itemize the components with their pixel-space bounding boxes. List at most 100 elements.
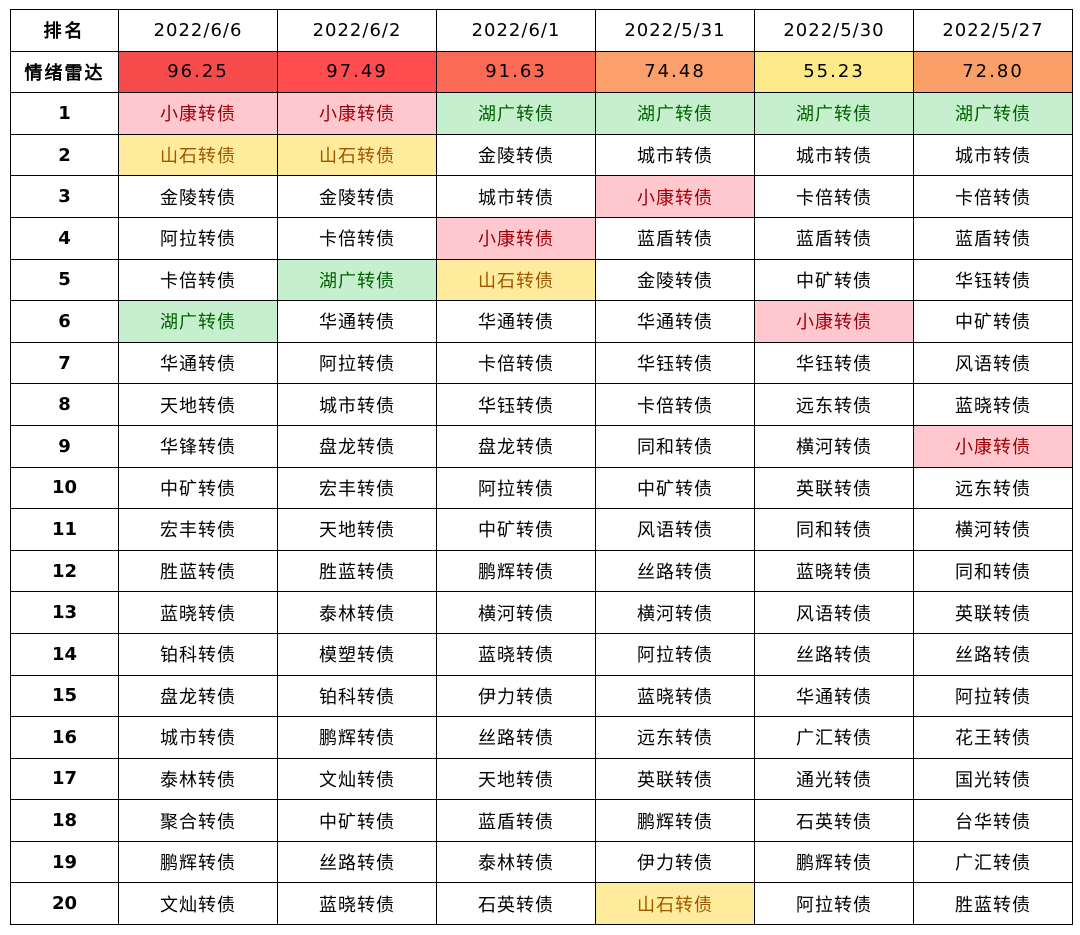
bond-cell: 模塑转债 [277, 632, 437, 676]
bond-cell: 城市转债 [118, 716, 278, 759]
table-row: 8 天地转债 城市转债 华钰转债 卡倍转债 远东转债 蓝晓转债 [10, 383, 1073, 426]
date-header: 2022/5/27 [913, 9, 1073, 52]
bond-cell: 华通转债 [118, 341, 278, 385]
bond-cell: 丝路转债 [436, 716, 596, 759]
bond-cell: 蓝晓转债 [913, 383, 1073, 426]
bond-cell: 华钰转债 [913, 258, 1073, 302]
rank-number: 8 [10, 383, 119, 426]
bond-cell: 宏丰转债 [277, 466, 437, 510]
bond-cell: 横河转债 [436, 591, 596, 634]
table-row: 10 中矿转债 宏丰转债 阿拉转债 中矿转债 英联转债 远东转债 [10, 466, 1073, 510]
bond-cell: 蓝晓转债 [277, 882, 437, 926]
bond-cell: 天地转债 [436, 757, 596, 801]
header-row: 排名 2022/6/6 2022/6/2 2022/6/1 2022/5/31 … [10, 9, 1073, 52]
rank-number: 13 [10, 591, 119, 634]
bond-cell: 蓝晓转债 [436, 632, 596, 676]
bond-ranking-table: 排名 2022/6/6 2022/6/2 2022/6/1 2022/5/31 … [10, 9, 1073, 926]
bond-cell: 广汇转债 [754, 716, 914, 759]
rank-number: 17 [10, 757, 119, 801]
rank-number: 9 [10, 424, 119, 468]
table-row: 3 金陵转债 金陵转债 城市转债 小康转债 卡倍转债 卡倍转债 [10, 175, 1073, 218]
bond-cell: 城市转债 [754, 133, 914, 177]
bond-cell: 湖广转债 [595, 92, 755, 135]
bond-cell: 城市转债 [913, 133, 1073, 177]
bond-cell: 金陵转债 [595, 258, 755, 302]
bond-cell: 蓝盾转债 [595, 216, 755, 260]
sentiment-label: 情绪雷达 [10, 50, 119, 94]
bond-cell: 金陵转债 [118, 175, 278, 218]
bond-cell: 铂科转债 [277, 674, 437, 718]
rank-number: 12 [10, 549, 119, 593]
bond-cell: 小康转债 [595, 175, 755, 218]
bond-cell: 远东转债 [913, 466, 1073, 510]
bond-cell: 英联转债 [754, 466, 914, 510]
table-row: 18 聚合转债 中矿转债 蓝盾转债 鹏辉转债 石英转债 台华转债 [10, 799, 1073, 842]
bond-cell: 广汇转债 [913, 840, 1073, 884]
rank-number: 20 [10, 882, 119, 926]
table-row: 4 阿拉转债 卡倍转债 小康转债 蓝盾转债 蓝盾转债 蓝盾转债 [10, 216, 1073, 260]
sentiment-row: 情绪雷达 96.25 97.49 91.63 74.48 55.23 72.80 [10, 50, 1073, 94]
bond-cell: 盘龙转债 [436, 424, 596, 468]
bond-cell: 伊力转债 [436, 674, 596, 718]
bond-cell: 鹏辉转债 [595, 799, 755, 842]
bond-cell: 胜蓝转债 [118, 549, 278, 593]
bond-cell: 通光转债 [754, 757, 914, 801]
bond-cell: 蓝盾转债 [913, 216, 1073, 260]
table-row: 6 湖广转债 华通转债 华通转债 华通转债 小康转债 中矿转债 [10, 300, 1073, 343]
bond-cell: 小康转债 [754, 300, 914, 343]
bond-cell: 卡倍转债 [754, 175, 914, 218]
table-row: 1 小康转债 小康转债 湖广转债 湖广转债 湖广转债 湖广转债 [10, 92, 1073, 135]
bond-cell: 铂科转债 [118, 632, 278, 676]
bond-cell: 湖广转债 [277, 258, 437, 302]
bond-cell: 丝路转债 [595, 549, 755, 593]
bond-cell: 阿拉转债 [913, 674, 1073, 718]
bond-cell: 中矿转债 [277, 799, 437, 842]
table-row: 7 华通转债 阿拉转债 卡倍转债 华钰转债 华钰转债 风语转债 [10, 341, 1073, 385]
table-row: 15 盘龙转债 铂科转债 伊力转债 蓝晓转债 华通转债 阿拉转债 [10, 674, 1073, 718]
bond-cell: 花王转债 [913, 716, 1073, 759]
bond-cell: 卡倍转债 [118, 258, 278, 302]
bond-cell: 远东转债 [754, 383, 914, 426]
bond-cell: 湖广转债 [436, 92, 596, 135]
bond-cell: 天地转债 [277, 508, 437, 551]
table-row: 19 鹏辉转债 丝路转债 泰林转债 伊力转债 鹏辉转债 广汇转债 [10, 840, 1073, 884]
table-row: 20 文灿转债 蓝晓转债 石英转债 山石转债 阿拉转债 胜蓝转债 [10, 882, 1073, 926]
bond-cell: 小康转债 [436, 216, 596, 260]
rank-number: 11 [10, 508, 119, 551]
sentiment-value: 72.80 [913, 50, 1073, 94]
rank-number: 7 [10, 341, 119, 385]
rank-number: 6 [10, 300, 119, 343]
bond-cell: 中矿转债 [595, 466, 755, 510]
bond-cell: 风语转债 [913, 341, 1073, 385]
bond-cell: 阿拉转债 [595, 632, 755, 676]
bond-cell: 小康转债 [913, 424, 1073, 468]
sentiment-value: 74.48 [595, 50, 755, 94]
bond-cell: 卡倍转债 [277, 216, 437, 260]
bond-cell: 山石转债 [118, 133, 278, 177]
table-row: 17 泰林转债 文灿转债 天地转债 英联转债 通光转债 国光转债 [10, 757, 1073, 801]
bond-cell: 蓝盾转债 [436, 799, 596, 842]
bond-cell: 鹏辉转债 [754, 840, 914, 884]
bond-cell: 鹏辉转债 [118, 840, 278, 884]
bond-cell: 蓝盾转债 [754, 216, 914, 260]
bond-cell: 鹏辉转债 [436, 549, 596, 593]
rank-number: 10 [10, 466, 119, 510]
bond-cell: 山石转债 [436, 258, 596, 302]
bond-cell: 胜蓝转债 [913, 882, 1073, 926]
rank-number: 3 [10, 175, 119, 218]
bond-cell: 聚合转债 [118, 799, 278, 842]
bond-cell: 丝路转债 [754, 632, 914, 676]
bond-cell: 中矿转债 [436, 508, 596, 551]
bond-cell: 城市转债 [277, 383, 437, 426]
bond-cell: 台华转债 [913, 799, 1073, 842]
bond-cell: 胜蓝转债 [277, 549, 437, 593]
bond-cell: 阿拉转债 [754, 882, 914, 926]
bond-cell: 华锋转债 [118, 424, 278, 468]
bond-cell: 华钰转债 [754, 341, 914, 385]
sentiment-value: 91.63 [436, 50, 596, 94]
table-row: 14 铂科转债 模塑转债 蓝晓转债 阿拉转债 丝路转债 丝路转债 [10, 632, 1073, 676]
bond-cell: 伊力转债 [595, 840, 755, 884]
date-header: 2022/6/6 [118, 9, 278, 52]
bond-cell: 风语转债 [595, 508, 755, 551]
bond-cell: 阿拉转债 [277, 341, 437, 385]
